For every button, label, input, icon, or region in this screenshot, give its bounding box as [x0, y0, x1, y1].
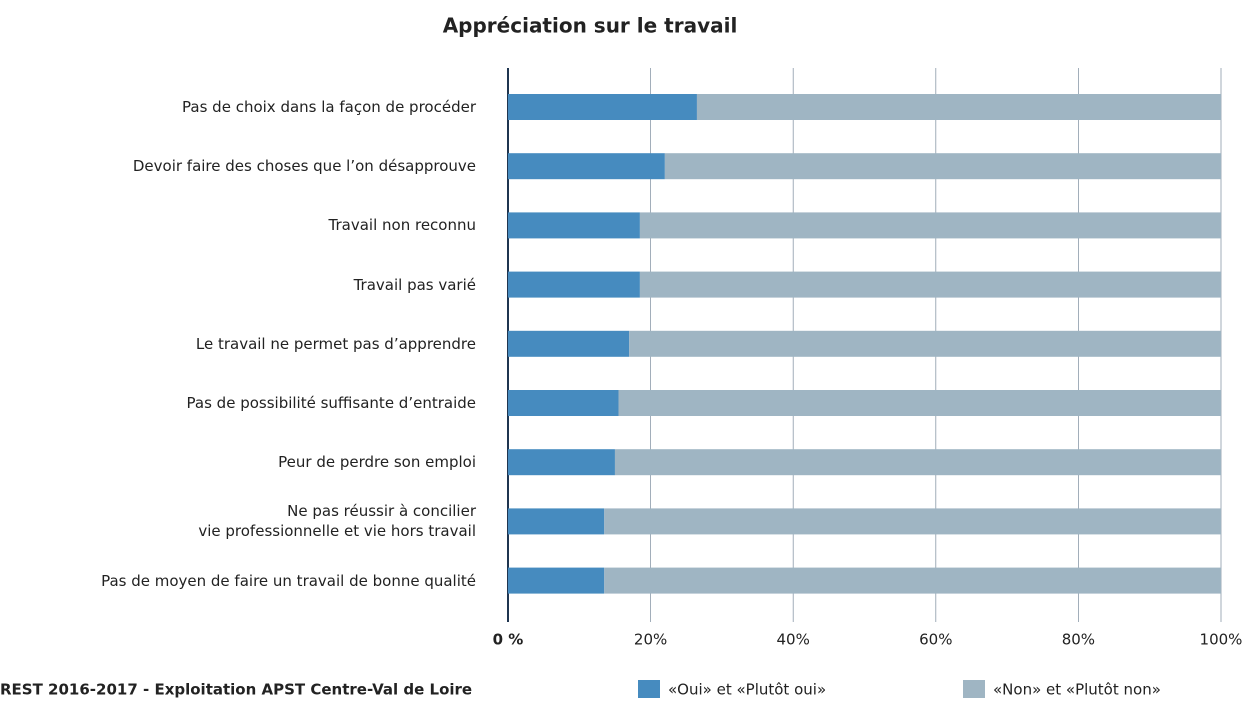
legend-label: «Non» et «Plutôt non»	[993, 681, 1161, 699]
bar-segment	[639, 271, 1221, 298]
bar-segment	[508, 390, 619, 416]
bar-segment	[604, 508, 1221, 535]
bar-segment	[664, 153, 1221, 180]
y-tick-label: Le travail ne permet pas d’apprendre	[195, 334, 476, 353]
y-tick-label: Peur de perdre son emploi	[278, 453, 476, 472]
x-tick-label: 60%	[919, 631, 952, 649]
bar-segment	[618, 390, 1221, 416]
y-tick-label: Devoir faire des choses que l’on désappr…	[132, 157, 476, 176]
y-tick-label: Travail non reconnu	[328, 216, 476, 235]
y-tick-label: Pas de possibilité suffisante d’entraide	[186, 394, 476, 412]
bar-segment	[696, 94, 1221, 120]
legend-swatch	[963, 680, 985, 698]
y-tick-label: Ne pas réussir à concilier vie professio…	[198, 502, 476, 541]
bar-segment	[508, 330, 630, 357]
x-tick-label: 80%	[1062, 631, 1095, 649]
legend-swatch	[638, 680, 660, 698]
bar-segment	[604, 567, 1221, 594]
bar-segment	[629, 330, 1221, 357]
legend-label: «Oui» et «Plutôt oui»	[668, 681, 826, 699]
y-tick-label: Pas de moyen de faire un travail de bonn…	[101, 571, 476, 590]
y-tick-label: Pas de choix dans la façon de procéder	[182, 98, 476, 116]
bar-segment	[639, 212, 1221, 239]
bar-segment	[508, 94, 697, 120]
y-tick-label: Travail pas varié	[353, 275, 476, 294]
bar-segment	[508, 212, 640, 239]
x-tick-label: 20%	[634, 631, 667, 649]
x-tick-label: 40%	[777, 631, 810, 649]
bar-segment	[508, 153, 665, 180]
x-tick-label: 100%	[1200, 631, 1243, 649]
bar-segment	[508, 271, 640, 298]
source-note: REST 2016-2017 - Exploitation APST Centr…	[0, 681, 472, 699]
bar-segment	[508, 567, 605, 594]
bar-segment	[508, 449, 615, 476]
x-tick-label: 0 %	[493, 631, 524, 649]
chart-title: Appréciation sur le travail	[443, 14, 738, 38]
bar-segment	[508, 508, 605, 535]
bar-segment	[614, 449, 1221, 476]
